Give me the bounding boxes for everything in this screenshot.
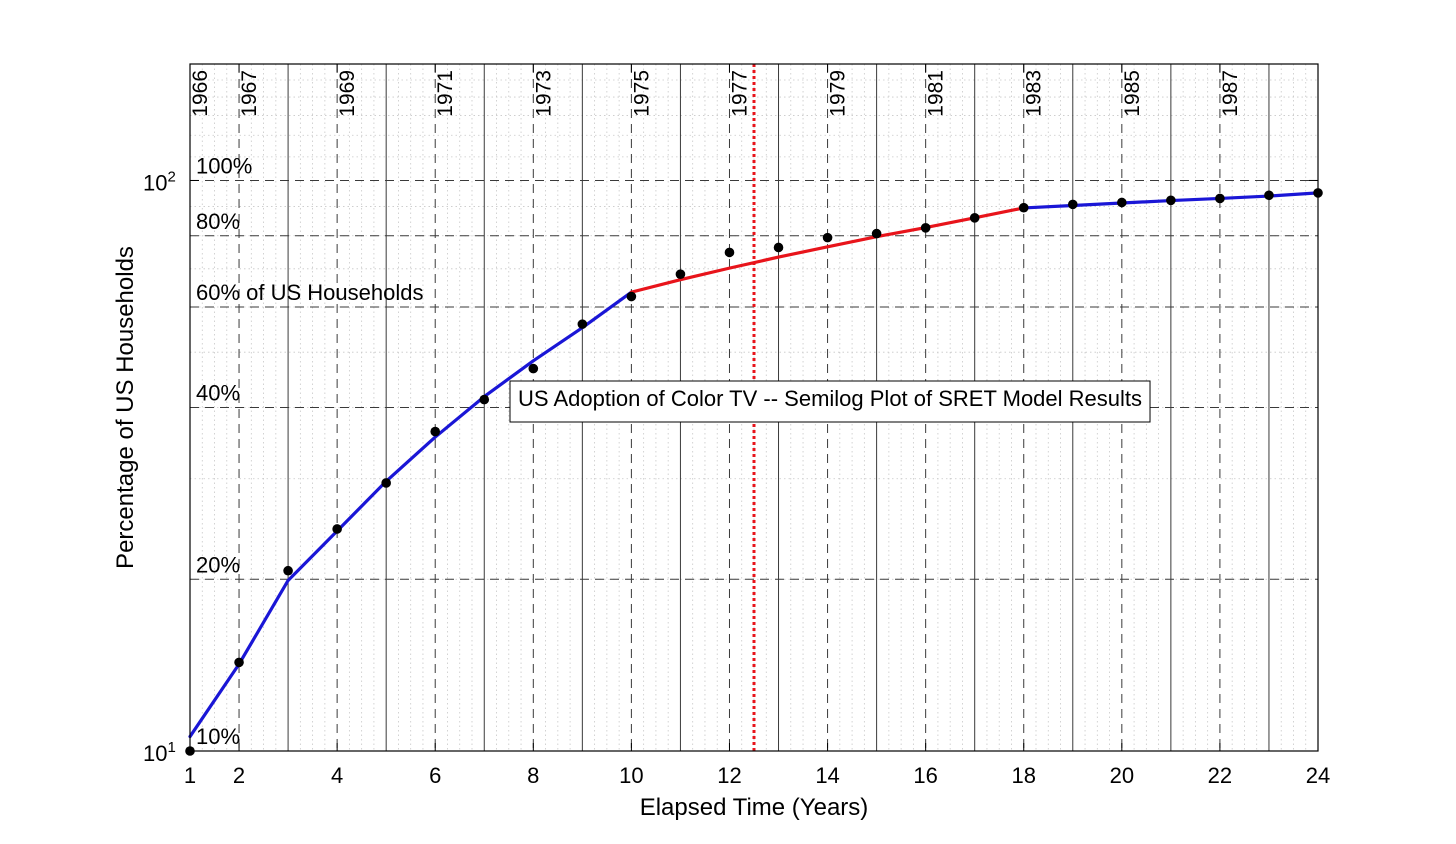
data-point [283, 565, 293, 576]
plot-frame [189, 63, 1319, 752]
y-tick-exponent: 1 [167, 739, 175, 756]
data-point [1117, 197, 1127, 208]
data-point [577, 319, 588, 329]
data-point [626, 291, 637, 302]
data-point [1215, 193, 1225, 204]
year-label: 1967 [238, 70, 261, 117]
data-point [430, 426, 441, 437]
data-point [479, 394, 490, 405]
x-axis-ticks: 1 2 4 6 8 10 12 14 16 18 20 22 24 [184, 64, 1330, 788]
data-point [1264, 190, 1274, 201]
percent-annotations: 100% 80% 60% of US Households 40% 20% 10% [196, 153, 423, 749]
data-point [822, 232, 833, 243]
x-tick-label: 2 [233, 763, 245, 788]
percent-label: 20% [196, 552, 240, 577]
year-label: 1977 [728, 70, 751, 117]
data-point [773, 242, 784, 253]
x-axis-label: Elapsed Time (Years) [640, 794, 869, 821]
x-tick-label: 6 [429, 763, 441, 788]
y-tick-base: 10 [143, 741, 167, 766]
data-point [920, 223, 931, 233]
data-point [1018, 202, 1029, 213]
y-tick-label: 101 [143, 739, 176, 766]
x-tick-label: 24 [1306, 763, 1330, 788]
year-label: 1987 [1219, 70, 1242, 117]
percent-label: 80% [196, 209, 240, 234]
data-point [871, 228, 882, 239]
y-tick-exponent: 2 [167, 168, 175, 185]
year-label: 1969 [336, 70, 359, 117]
y-axis-label: Percentage of US Households [112, 246, 139, 569]
x-tick-label: 12 [717, 763, 741, 788]
major-grid [190, 64, 1318, 751]
data-point [234, 657, 244, 668]
x-tick-label: 14 [815, 763, 839, 788]
x-tick-label: 10 [619, 763, 643, 788]
title-box-frame [509, 380, 1151, 423]
chart-title: US Adoption of Color TV -- Semilog Plot … [518, 386, 1142, 411]
data-point [332, 524, 342, 534]
data-point [1166, 195, 1176, 206]
x-tick-label: 18 [1011, 763, 1035, 788]
y-tick-base: 10 [143, 170, 167, 195]
percent-label: 40% [196, 381, 240, 406]
year-label: 1973 [532, 70, 555, 117]
series-line [629, 206, 1026, 294]
x-tick-label: 22 [1208, 763, 1232, 788]
percent-label: 10% [196, 724, 240, 749]
data-point [675, 269, 686, 280]
year-label: 1971 [434, 70, 457, 117]
year-label: 1985 [1121, 70, 1144, 117]
x-tick-label: 8 [527, 763, 539, 788]
x-tick-label: 16 [913, 763, 937, 788]
percent-label: 60% of US Households [196, 280, 423, 305]
y-tick-label: 102 [143, 168, 176, 195]
x-tick-label: 1 [184, 763, 196, 788]
year-label: 1983 [1023, 70, 1046, 117]
data-point [969, 213, 980, 223]
percent-label: 100% [196, 153, 252, 178]
x-tick-label: 4 [331, 763, 343, 788]
year-label: 1981 [925, 70, 948, 117]
observed-points [185, 188, 1323, 756]
year-annotations: 1966 1967 1969 1971 1973 1975 1977 1979 1981 1983… [189, 70, 1242, 117]
title-box: US Adoption of Color TV -- Semilog Plot … [509, 380, 1151, 423]
data-point [1067, 199, 1078, 210]
year-label: 1966 [189, 70, 212, 117]
data-point [724, 247, 735, 258]
data-point [381, 478, 391, 488]
year-label: 1975 [630, 70, 653, 117]
x-tick-label: 20 [1110, 763, 1134, 788]
data-point [528, 363, 539, 374]
year-label: 1979 [827, 70, 850, 117]
series-line [188, 290, 633, 739]
